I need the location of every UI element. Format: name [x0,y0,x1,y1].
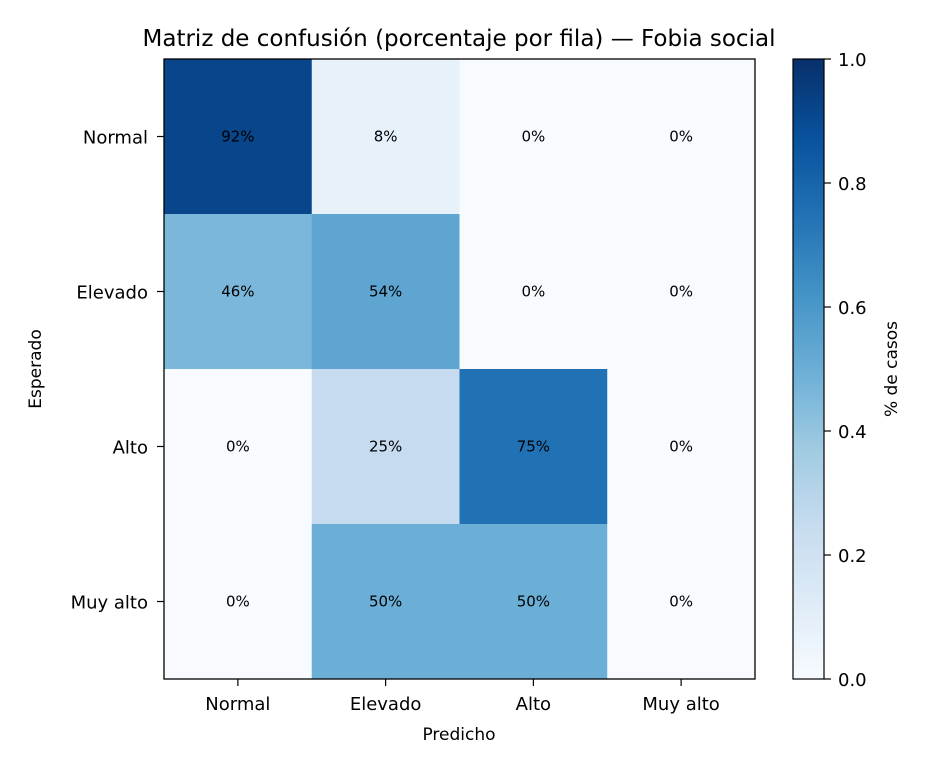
y-tick-label: Elevado [76,283,148,304]
colorbar-tick-label: 0.0 [838,670,867,691]
x-tick-label: Muy alto [642,694,719,715]
cell-value-label: 92% [221,128,254,146]
heatmap-cell-labels: 92% 8% 0% 0% 46% 54% 0% 0% 0% 25% 75% 0% 0% 50% 50% 0% [221,128,693,611]
x-axis-label: Predicho [422,725,495,745]
heatmap-cell [311,369,460,525]
cell-value-label: 75% [517,438,550,456]
cell-value-label: 0% [669,438,693,456]
cell-value-label: 50% [517,593,550,611]
x-axis-ticks: Normal Elevado Alto Muy alto [205,679,720,715]
cell-value-label: 25% [369,438,402,456]
heatmap-cell [164,369,313,525]
cell-value-label: 0% [669,283,693,301]
x-tick-label: Elevado [350,694,422,715]
heatmap-cell [459,59,608,215]
colorbar-label: % de casos [882,321,902,417]
x-tick-label: Alto [516,694,551,715]
heatmap-cell [459,214,608,370]
colorbar-tick-label: 0.6 [838,298,867,319]
y-axis-ticks: Normal Elevado Alto Muy alto [71,128,164,614]
heatmap-cell [607,369,756,525]
cell-value-label: 0% [226,438,250,456]
heatmap-cell [607,59,756,215]
cell-value-label: 0% [669,593,693,611]
y-tick-label: Normal [83,128,148,149]
cell-value-label: 50% [369,593,402,611]
cell-value-label: 0% [226,593,250,611]
cell-value-label: 0% [669,128,693,146]
y-axis-label: Esperado [26,329,46,408]
plot-frame [163,58,756,680]
cell-value-label: 0% [521,283,545,301]
heatmap-cell [607,214,756,370]
heatmap-cell [459,369,608,525]
colorbar-tick-label: 0.8 [838,174,867,195]
cell-value-label: 8% [374,128,398,146]
heatmap-cell [311,524,460,680]
heatmap-cell [164,59,313,215]
colorbar [792,58,825,680]
heatmap-cell [164,214,313,370]
colorbar-ticks: 0.0 0.2 0.4 0.6 0.8 1.0 [824,50,867,691]
heatmap-cell [164,524,313,680]
colorbar-tick-label: 1.0 [838,50,867,71]
cell-value-label: 54% [369,283,402,301]
heatmap-cells [164,59,756,680]
cell-value-label: 0% [521,128,545,146]
colorbar-tick-label: 0.2 [838,546,867,567]
heatmap-cell [311,214,460,370]
x-tick-label: Normal [205,694,270,715]
heatmap-cell [607,524,756,680]
y-tick-label: Muy alto [71,593,148,614]
chart-title: Matriz de confusión (porcentaje por fila… [143,26,776,52]
heatmap-cell [311,59,460,215]
y-tick-label: Alto [113,438,148,459]
heatmap-cell [459,524,608,680]
colorbar-tick-label: 0.4 [838,422,867,443]
cell-value-label: 46% [221,283,254,301]
